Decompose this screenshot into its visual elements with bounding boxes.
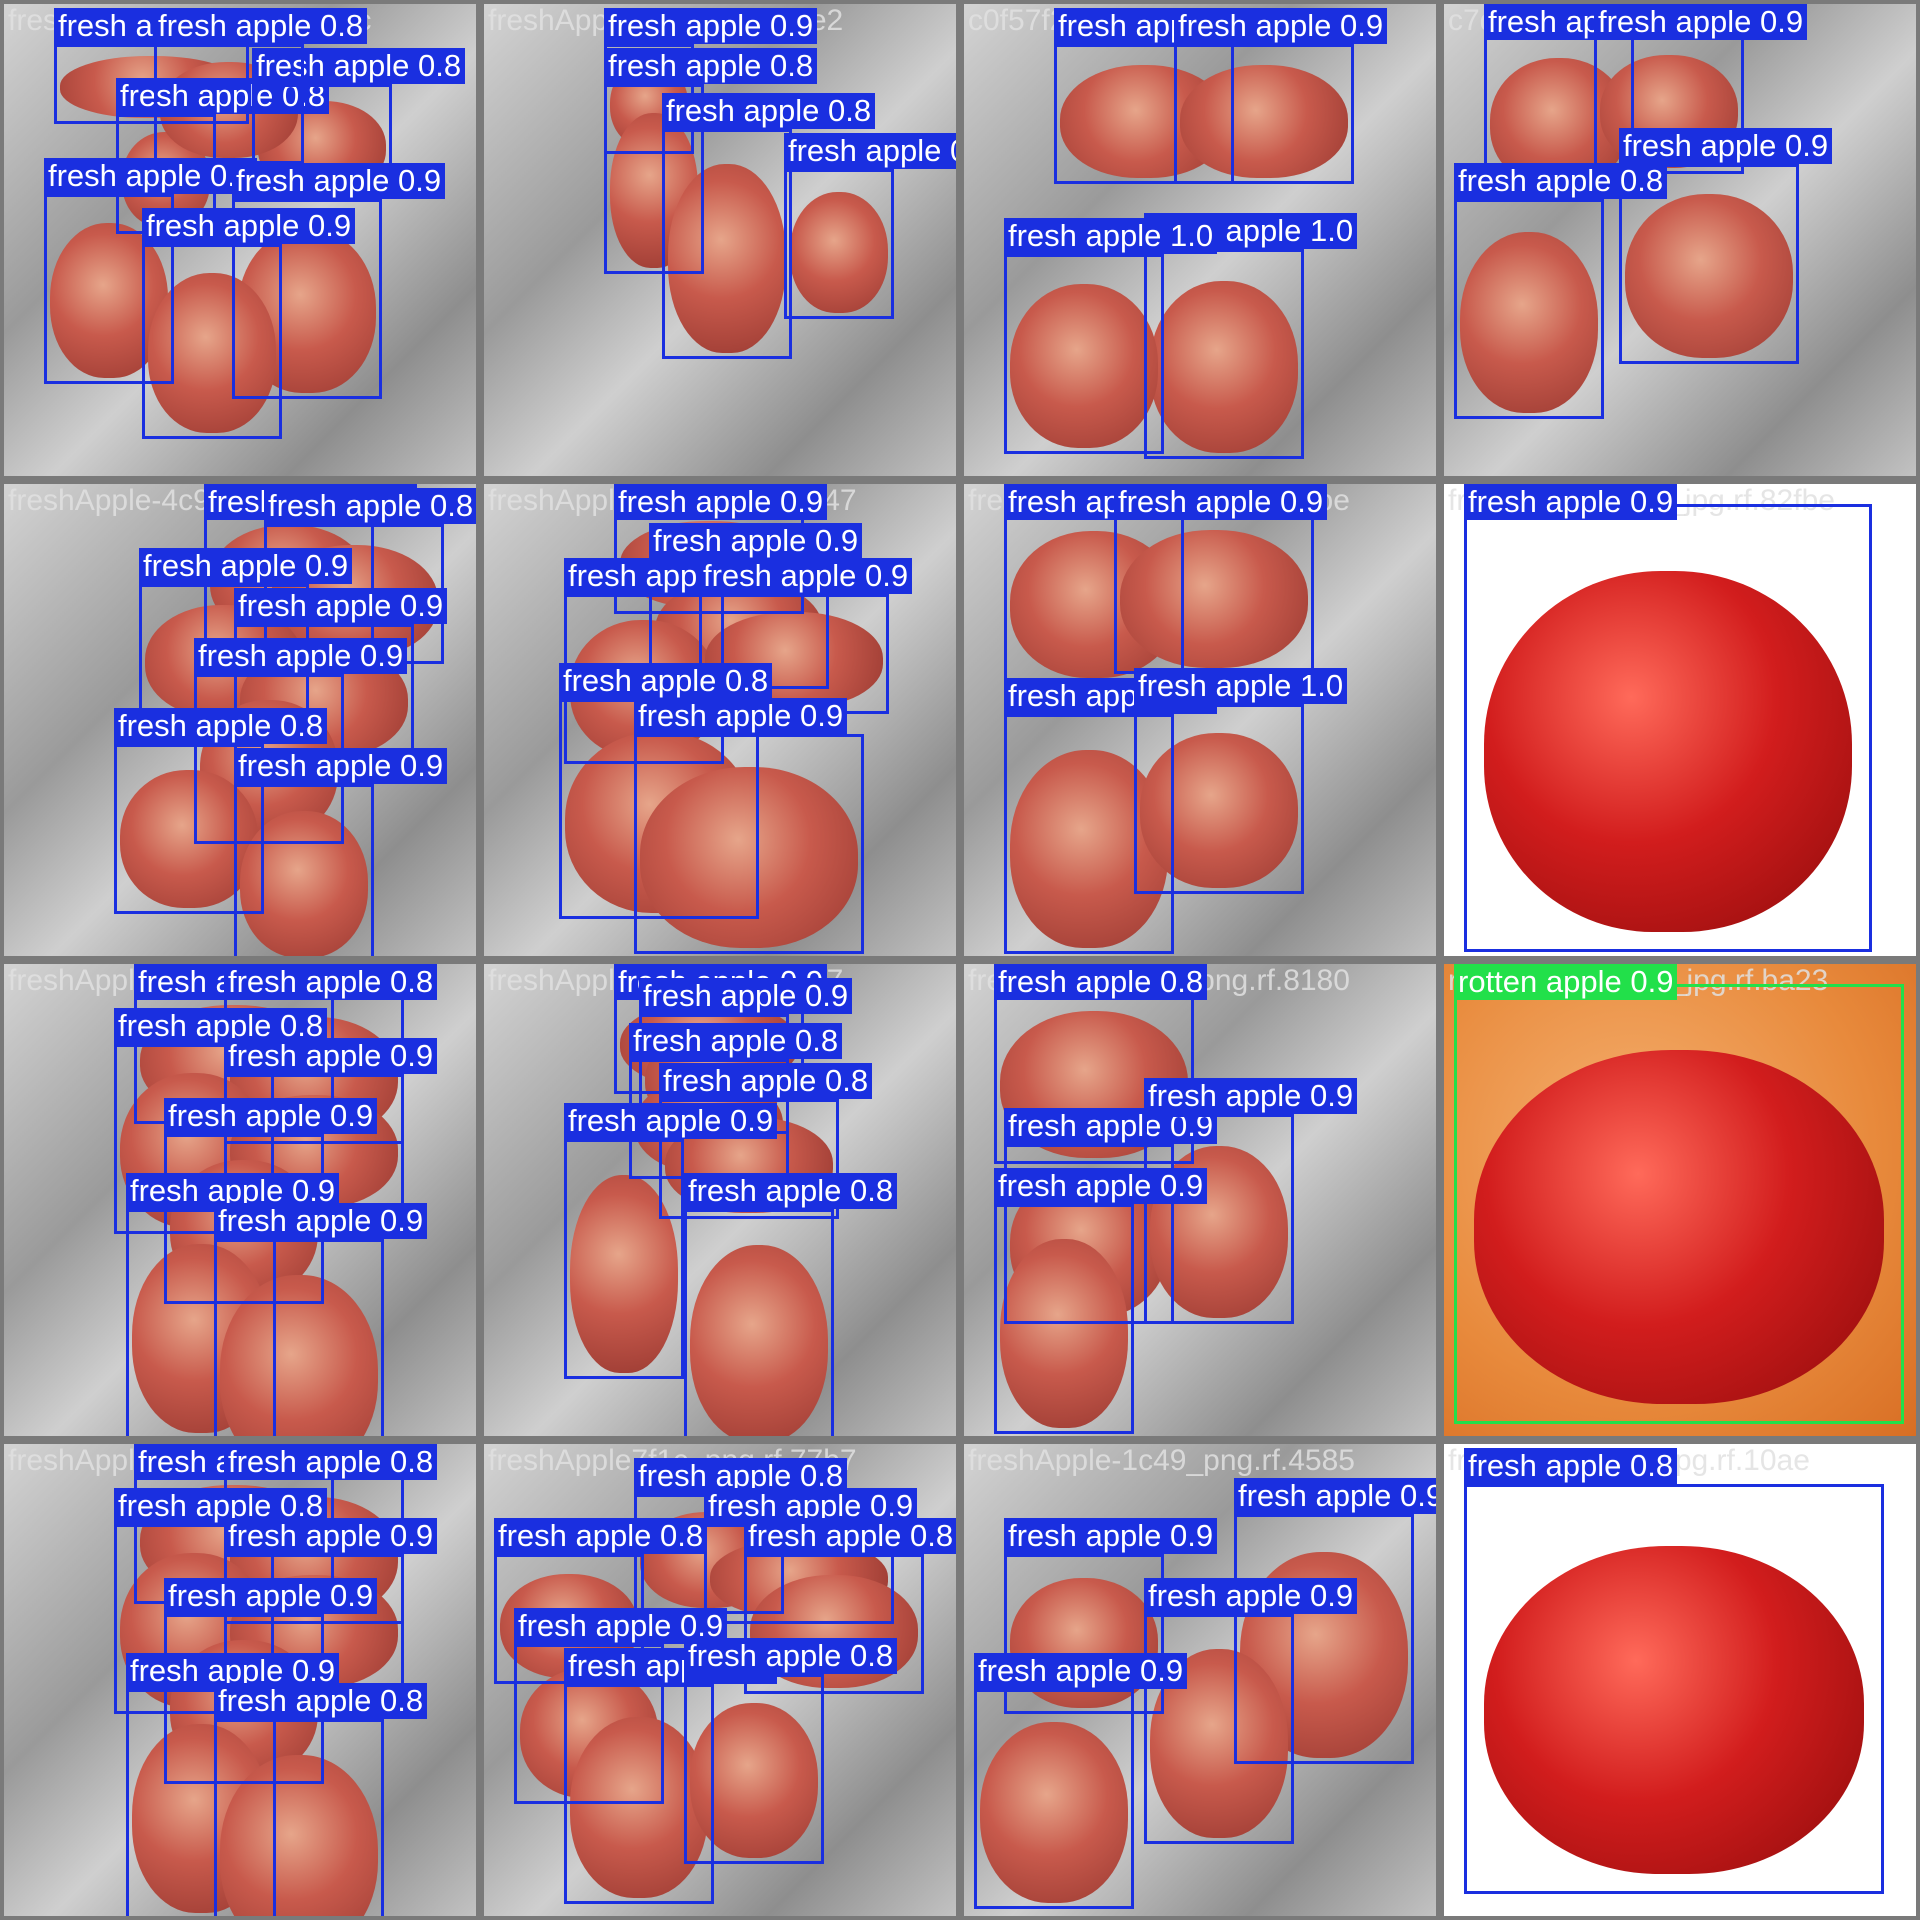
detection-label: fresh apple 0.9 <box>142 208 355 244</box>
detection-box <box>1144 1614 1294 1844</box>
detection-label: fresh apple 0.8 <box>744 1518 956 1554</box>
detection-box <box>634 734 864 954</box>
detection-label: fresh apple 0.8 <box>224 964 437 1000</box>
detection-box <box>1464 1484 1884 1894</box>
detection-label: fresh apple 0.9 <box>639 978 852 1014</box>
detection-label: fresh apple 0.9 <box>214 1203 427 1239</box>
detection-label: fresh apple 0.9 <box>1234 1478 1436 1514</box>
detection-box <box>214 1719 384 1916</box>
detection-label: fresh apple 0.8 <box>1464 1448 1677 1484</box>
detection-box <box>154 44 304 164</box>
detection-label: fresh apple 0.9 <box>974 1653 1187 1689</box>
image-tile: freshApple-689e_jpg.rf.82fbefresh apple … <box>1444 484 1916 956</box>
image-tile: rottenApple-0fa9_jpg.rf.ba23rotten apple… <box>1444 964 1916 1436</box>
detection-label: fresh apple 0.9 <box>164 1578 377 1614</box>
detection-label: fresh apple 0.9 <box>224 1038 437 1074</box>
detection-box <box>1454 984 1904 1424</box>
detection-label: fresh apple 0.9 <box>699 558 912 594</box>
detection-box <box>564 1139 684 1379</box>
detection-label: fresh apple 0.9 <box>604 8 817 44</box>
detection-box <box>142 244 282 439</box>
detection-label: fresh apple 0.9 <box>1004 1518 1217 1554</box>
detection-box <box>1134 704 1304 894</box>
detection-box <box>994 1204 1134 1434</box>
detection-label: fresh apple 0.9 <box>194 638 407 674</box>
detection-label: fresh apple 0.9 <box>139 548 352 584</box>
detection-label: fresh apple 0.8 <box>684 1638 897 1674</box>
detection-label: fresh apple 0.9 <box>1464 484 1677 520</box>
detection-box <box>1464 504 1872 952</box>
detection-box <box>974 1689 1134 1909</box>
detection-label: fresh apple 1.0 <box>1004 218 1217 254</box>
image-tile: freshApple-164-_png.rf.1efresh apple 0.9… <box>4 1444 476 1916</box>
image-tile: freshApple7f1c_png.rf.77b7fresh apple 0.… <box>484 1444 956 1916</box>
image-tile: freshApple2f2f-_png.rf.0e2fresh apple 0.… <box>484 4 956 476</box>
detection-label: fresh apple 0.9 <box>1619 128 1832 164</box>
detection-label: fresh apple 0.9 <box>1594 4 1807 40</box>
detection-label: fresh apple 0.8 <box>154 8 367 44</box>
detection-label: fresh apple 0.8 <box>114 708 327 744</box>
detection-label: fresh apple 0.8 <box>264 488 476 524</box>
tile-filename: freshApple-1c49_png.rf.4585 <box>968 1446 1355 1476</box>
detection-box <box>684 1674 824 1864</box>
detection-label: fresh apple 0.8 <box>224 1444 437 1480</box>
detection-label: fresh apple 0.9 <box>232 163 445 199</box>
detection-label: fresh apple 0.9 <box>784 133 956 169</box>
image-tile: freshApple-6b0_jpg.rf.10aefresh apple 0.… <box>1444 1444 1916 1916</box>
detection-label: fresh apple 0.9 <box>1144 1078 1357 1114</box>
detection-box <box>1144 249 1304 459</box>
detection-box <box>1004 254 1164 454</box>
detection-label: fresh apple 0.9 <box>1144 1578 1357 1614</box>
detection-label: fresh apple 0.8 <box>629 1023 842 1059</box>
image-tile: c7d5d4c1-_png.rf.f68fresh apple 0.9fresh… <box>1444 4 1916 476</box>
detection-label: fresh apple 0.8 <box>994 964 1207 1000</box>
detection-label: fresh apple 0.9 <box>614 484 827 520</box>
detection-label: fresh apple 0.8 <box>1454 163 1667 199</box>
detection-label: fresh apple 0.8 <box>214 1683 427 1719</box>
image-tile: c0f57f2fb441-_png.rf.7ecfresh apple 0.9f… <box>964 4 1436 476</box>
image-tile: freshApple-1c49_png.rf.4585 fresh apple 0… <box>964 1444 1436 1916</box>
detection-label: rotten apple 0.9 <box>1454 964 1677 1000</box>
detection-label: fresh apple 0.9 <box>1114 484 1327 520</box>
detection-box <box>1144 1114 1294 1324</box>
detection-label: fresh apple 0.9 <box>634 698 847 734</box>
detection-box <box>1174 44 1354 184</box>
image-tile: freshApple-164-_png.rf.1efresh apple 0.8… <box>4 964 476 1436</box>
detection-label: fresh apple 0.9 <box>994 1168 1207 1204</box>
detection-box <box>1114 504 1314 674</box>
detection-box <box>784 169 894 319</box>
image-tile: freshApple2b4d-_png.rf.a7fresh apple 0.9… <box>484 964 956 1436</box>
detection-label: fresh apple 0.9 <box>234 588 447 624</box>
image-tile: freshApple2c0-_png.rf.cd47fresh apple 0.… <box>484 484 956 956</box>
detection-label: fresh apple 0.9 <box>649 523 862 559</box>
detection-label: fresh apple 0.9 <box>234 748 447 784</box>
detection-label: fresh apple 0.8 <box>684 1173 897 1209</box>
detection-box <box>214 1239 384 1436</box>
detection-label: fresh apple 0.9 <box>164 1098 377 1134</box>
detection-label: fresh apple 1.0 <box>1134 668 1347 704</box>
image-tile: freshApple-894-_png.rf.83befresh apple 0… <box>964 484 1436 956</box>
image-tile: freshApple-436-_png.rf.8180fresh apple 0… <box>964 964 1436 1436</box>
detection-box <box>1454 199 1604 419</box>
detection-label: fresh apple 0.8 <box>494 1518 707 1554</box>
detection-label: fresh apple 0.8 <box>659 1063 872 1099</box>
image-tile: freshApple-495-_png.rf.96cfresh apple 0.… <box>4 4 476 476</box>
detection-label: fresh apple 0.9 <box>1174 8 1387 44</box>
detection-label: fresh apple 0.8 <box>604 48 817 84</box>
detection-label: fresh apple 0.8 <box>559 663 772 699</box>
detection-label: fresh apple 0.9 <box>564 1103 777 1139</box>
detection-label: fresh apple 0.9 <box>224 1518 437 1554</box>
detection-label: fresh apple 0.8 <box>662 93 875 129</box>
detection-box <box>662 129 792 359</box>
detection-box <box>234 784 374 956</box>
detection-box <box>684 1209 834 1436</box>
